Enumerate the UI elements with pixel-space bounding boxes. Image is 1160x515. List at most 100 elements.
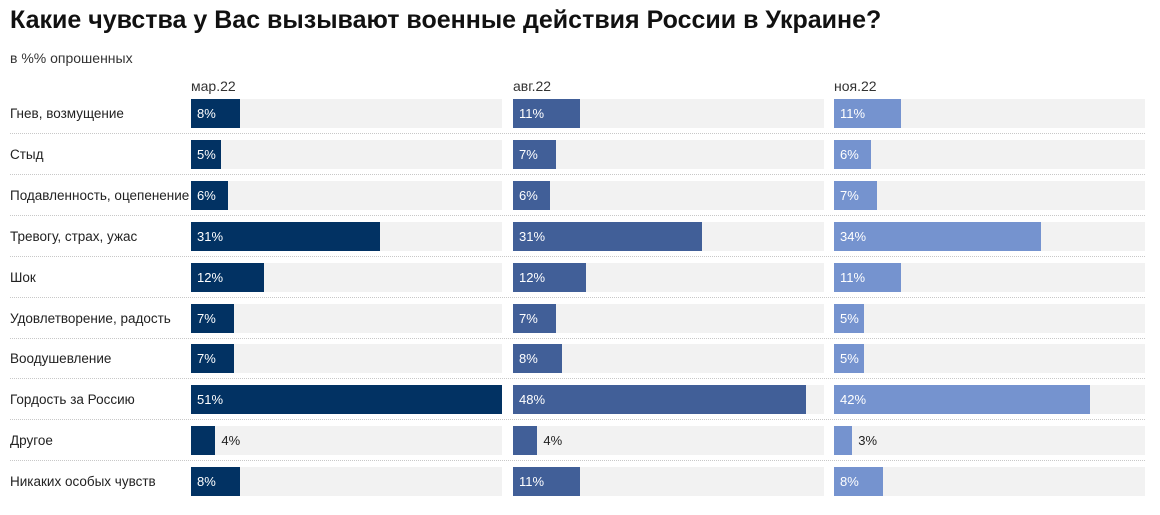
row-separator	[10, 214, 1145, 216]
row-separator	[10, 460, 1145, 462]
bar-track: 5%	[191, 139, 502, 169]
category-label: Воодушевление	[10, 351, 112, 367]
bar-track: 4%	[191, 426, 502, 456]
bar-track: 42%	[834, 385, 1145, 415]
bar	[191, 303, 234, 333]
row-separator	[10, 133, 1145, 134]
category-label: Стыд	[10, 146, 44, 162]
row-separator	[10, 419, 1145, 421]
bar-track: 7%	[191, 344, 502, 374]
column-header: авг.22	[513, 78, 552, 94]
bar	[834, 303, 865, 333]
data-label: 8%	[197, 106, 216, 121]
bar-track: 12%	[191, 262, 502, 292]
bar	[834, 385, 1091, 415]
data-label: 34%	[840, 228, 867, 244]
bar	[191, 139, 222, 169]
bar-track: 48%	[513, 385, 824, 415]
data-label: 11%	[519, 106, 545, 121]
data-label: 5%	[840, 310, 859, 326]
data-label: 6%	[197, 187, 216, 203]
bar-track: 4%	[513, 426, 824, 456]
bar-track: 7%	[513, 303, 824, 333]
bar-track: 31%	[513, 221, 824, 251]
bar-track: 7%	[513, 139, 824, 169]
bar	[513, 221, 703, 251]
data-label: 3%	[858, 433, 878, 449]
column-header: мар.22	[191, 78, 236, 94]
row-separator	[10, 173, 1145, 175]
bar-track: 7%	[834, 180, 1145, 210]
bar	[191, 221, 381, 251]
bar	[834, 180, 877, 210]
bar-track: 6%	[513, 180, 824, 210]
data-label: 7%	[519, 310, 538, 326]
data-label: 42%	[840, 392, 867, 408]
data-label: 8%	[840, 474, 859, 490]
chart-subtitle: в %% опрошенных	[10, 50, 133, 66]
data-label: 4%	[221, 433, 241, 449]
bar	[834, 139, 871, 169]
bar-track: 11%	[834, 262, 1145, 292]
bar	[513, 467, 581, 497]
bar	[834, 99, 902, 128]
bar-track: 6%	[834, 139, 1145, 169]
data-label: 7%	[197, 351, 216, 367]
data-label: 7%	[197, 310, 216, 326]
bar	[834, 221, 1042, 251]
data-label: 5%	[197, 146, 216, 162]
data-label: 11%	[840, 269, 866, 285]
bar-track: 8%	[834, 467, 1145, 497]
data-label: 7%	[840, 187, 859, 203]
data-label: 31%	[197, 228, 224, 244]
bar-track: 5%	[834, 344, 1145, 374]
category-label: Шок	[10, 269, 36, 285]
bar	[191, 99, 240, 128]
bar	[834, 426, 853, 456]
bar	[513, 344, 562, 374]
data-label: 7%	[519, 146, 538, 162]
bar	[513, 180, 550, 210]
bar-track: 11%	[834, 99, 1145, 128]
data-label: 31%	[519, 228, 546, 244]
bar-track: 11%	[513, 99, 824, 128]
bar	[191, 262, 265, 292]
row-separator	[10, 378, 1145, 380]
bar	[191, 426, 216, 456]
bar-track: 31%	[191, 221, 502, 251]
data-label: 12%	[197, 269, 224, 285]
data-label: 51%	[197, 392, 224, 408]
bar-track: 12%	[513, 262, 824, 292]
bar-track: 34%	[834, 221, 1145, 251]
data-label: 8%	[519, 351, 538, 367]
category-label: Тревогу, страх, ужас	[10, 228, 138, 244]
bar-track: 8%	[191, 99, 502, 128]
bar	[513, 99, 581, 128]
column-header: ноя.22	[834, 78, 877, 94]
bar-track: 7%	[191, 303, 502, 333]
data-label: 11%	[840, 106, 866, 121]
data-label: 48%	[519, 392, 546, 408]
category-label: Удовлетворение, радость	[10, 310, 171, 326]
data-label: 6%	[840, 146, 859, 162]
bar	[513, 303, 556, 333]
row-separator	[10, 296, 1145, 298]
bar-track: 5%	[834, 303, 1145, 333]
bar	[191, 385, 502, 415]
data-label: 4%	[543, 433, 563, 449]
bar	[834, 344, 865, 374]
bar-track: 51%	[191, 385, 502, 415]
bar	[834, 262, 902, 292]
data-label: 12%	[519, 269, 546, 285]
bar	[513, 426, 538, 456]
data-label: 6%	[519, 187, 538, 203]
category-label: Подавленность, оцепенение	[10, 187, 190, 203]
bar-track: 3%	[834, 426, 1145, 456]
data-label: 5%	[840, 351, 859, 367]
category-label: Гнев, возмущение	[10, 106, 124, 121]
bar	[513, 385, 806, 415]
bar-track: 8%	[191, 467, 502, 497]
bar	[834, 467, 883, 497]
category-label: Никаких особых чувств	[10, 474, 156, 490]
data-label: 11%	[519, 474, 545, 490]
